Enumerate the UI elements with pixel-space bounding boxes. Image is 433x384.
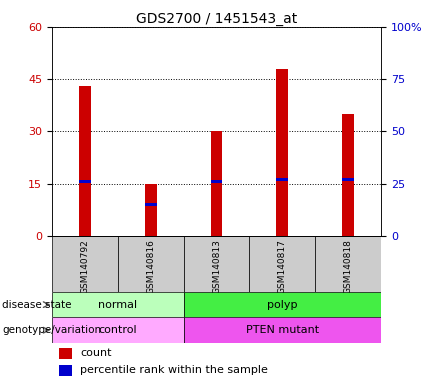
Title: GDS2700 / 1451543_at: GDS2700 / 1451543_at [136,12,297,26]
Bar [249,236,315,292]
Bar [118,236,184,292]
Text: GSM140818: GSM140818 [344,239,352,294]
Bar [79,86,91,236]
Text: count: count [80,348,111,358]
Text: percentile rank within the sample: percentile rank within the sample [80,366,268,376]
Bar [184,318,381,343]
Text: disease state: disease state [2,300,72,310]
Bar [58,348,72,359]
Text: GSM140813: GSM140813 [212,239,221,294]
Text: genotype/variation: genotype/variation [2,325,101,335]
Bar [52,292,184,318]
Text: GSM140816: GSM140816 [146,239,155,294]
Bar [52,236,118,292]
Bar [342,178,354,181]
Bar [276,178,288,181]
Bar [315,236,381,292]
Text: normal: normal [98,300,137,310]
Bar [276,69,288,236]
Text: polyp: polyp [267,300,297,310]
Bar [210,180,223,184]
Text: control: control [98,325,137,335]
Bar [184,236,249,292]
Bar [342,114,354,236]
Bar [210,131,223,236]
Bar [52,318,184,343]
Bar [58,365,72,376]
Bar [145,203,157,207]
Bar [145,184,157,236]
Text: GSM140817: GSM140817 [278,239,287,294]
Bar [184,292,381,318]
Text: PTEN mutant: PTEN mutant [246,325,319,335]
Bar [79,180,91,184]
Text: GSM140792: GSM140792 [81,239,89,294]
